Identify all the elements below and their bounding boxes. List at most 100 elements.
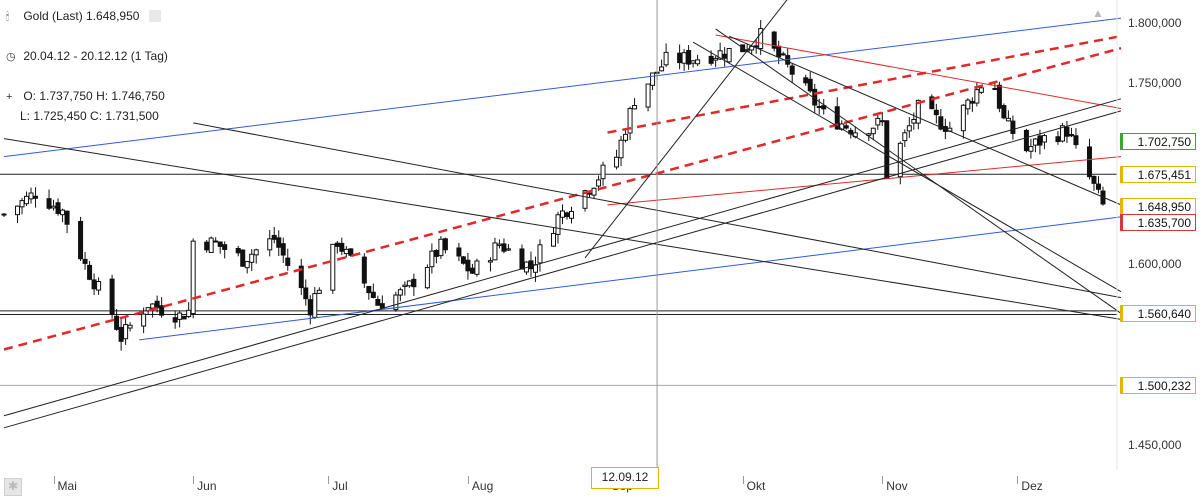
candle-body <box>109 278 115 315</box>
trendline <box>3 138 1122 320</box>
candle-body <box>843 125 849 129</box>
title-row: 🕯 Gold (Last) 1.648,950 <box>6 8 161 25</box>
candle-body <box>249 253 255 263</box>
price-level-label: 1.648,950 <box>1120 198 1196 216</box>
candle-body <box>172 317 178 323</box>
candle-body <box>222 244 228 250</box>
scroll-top-icon[interactable]: ▲ <box>1092 6 1104 20</box>
candle-body <box>771 31 777 49</box>
candle-body <box>650 72 656 86</box>
candle-body <box>60 209 66 216</box>
candle-body <box>46 198 52 209</box>
candle-body <box>600 164 606 180</box>
candle-body <box>1028 146 1034 152</box>
trendline <box>3 98 1122 417</box>
candle-body <box>1005 117 1011 122</box>
candle-body <box>803 77 809 84</box>
candle-body <box>465 259 471 272</box>
trendline <box>715 34 1122 109</box>
candle-body <box>177 312 183 320</box>
candle-body <box>433 249 439 257</box>
candle-body <box>24 195 30 205</box>
candle-body <box>618 139 624 159</box>
zoom-reset-icon[interactable]: ✱ <box>4 478 22 496</box>
candle-body <box>253 249 259 256</box>
candle-body <box>875 117 881 126</box>
trendline <box>607 156 1122 206</box>
candle-body <box>659 66 665 72</box>
candle-body <box>560 210 565 218</box>
candle-body <box>726 47 732 63</box>
candle-body <box>1 213 7 216</box>
candle-body <box>627 108 633 134</box>
price-level-label: 1.560,640 <box>1120 304 1196 322</box>
candle-body <box>285 257 291 266</box>
ohlc-low-close: L: 1.725,450 C: 1.731,500 <box>20 109 159 123</box>
x-tick-mark <box>882 476 884 484</box>
candle-body <box>834 106 840 130</box>
candle-body <box>51 205 57 209</box>
trendline <box>584 0 788 259</box>
candle-body <box>186 309 192 318</box>
candle-body <box>645 83 651 108</box>
candle-body <box>411 278 417 288</box>
candle-body <box>154 300 160 309</box>
candle-body <box>1064 126 1070 137</box>
candle-body <box>1037 135 1043 146</box>
candle-body <box>456 247 462 257</box>
candle-body <box>127 324 133 329</box>
candle-body <box>965 99 971 110</box>
candle-body <box>690 60 696 64</box>
candle-body <box>996 84 1002 109</box>
candle-body <box>816 106 822 109</box>
candle-body <box>204 241 210 251</box>
candle-body <box>902 132 908 142</box>
candle-body <box>596 179 602 187</box>
x-tick-label: Nov <box>886 479 908 493</box>
candle-body <box>1032 138 1038 146</box>
candle-body <box>978 87 984 93</box>
candle-body <box>397 289 403 296</box>
candle-body <box>424 267 430 289</box>
candle-body <box>591 187 597 196</box>
candle-body <box>1010 120 1016 134</box>
candle-body <box>695 59 701 65</box>
candle-body <box>681 52 687 64</box>
x-tick-mark <box>328 476 330 484</box>
candle-body <box>370 291 376 298</box>
candle-body <box>217 241 223 247</box>
y-tick-label: 1.750,000 <box>1128 76 1182 91</box>
candle-body <box>343 248 349 255</box>
candle-body <box>1068 134 1074 137</box>
x-tick-mark <box>53 476 55 484</box>
candle-body <box>505 248 511 251</box>
candle-body <box>190 240 196 315</box>
date-range[interactable]: 20.04.12 - 20.12.12 (1 Tag) <box>23 49 168 63</box>
candle-body <box>393 294 399 311</box>
trendline <box>715 28 1122 314</box>
candle-body <box>123 324 129 340</box>
candlestick-icon: 🕯 <box>6 11 10 23</box>
candle-body <box>915 99 921 124</box>
x-tick-label: Jul <box>332 479 348 493</box>
candle-body <box>569 210 575 219</box>
candle-body <box>870 127 876 135</box>
trendline <box>3 17 1122 158</box>
candle-body <box>614 156 620 168</box>
x-tick-label: Aug <box>471 479 494 493</box>
candle-body <box>663 51 669 66</box>
candle-body <box>366 285 372 294</box>
candle-body <box>780 53 786 56</box>
candle-body <box>240 249 246 267</box>
candle-body <box>159 305 165 316</box>
trendline <box>3 110 1122 429</box>
candle-body <box>906 125 912 132</box>
candle-body <box>280 243 286 256</box>
candle-body <box>758 28 764 50</box>
price-level-label: 1.635,700 <box>1120 214 1196 232</box>
candle-body <box>141 313 147 327</box>
candle-body <box>960 104 966 132</box>
settings-toggle-icon[interactable] <box>148 10 161 22</box>
candle-body <box>438 238 444 257</box>
